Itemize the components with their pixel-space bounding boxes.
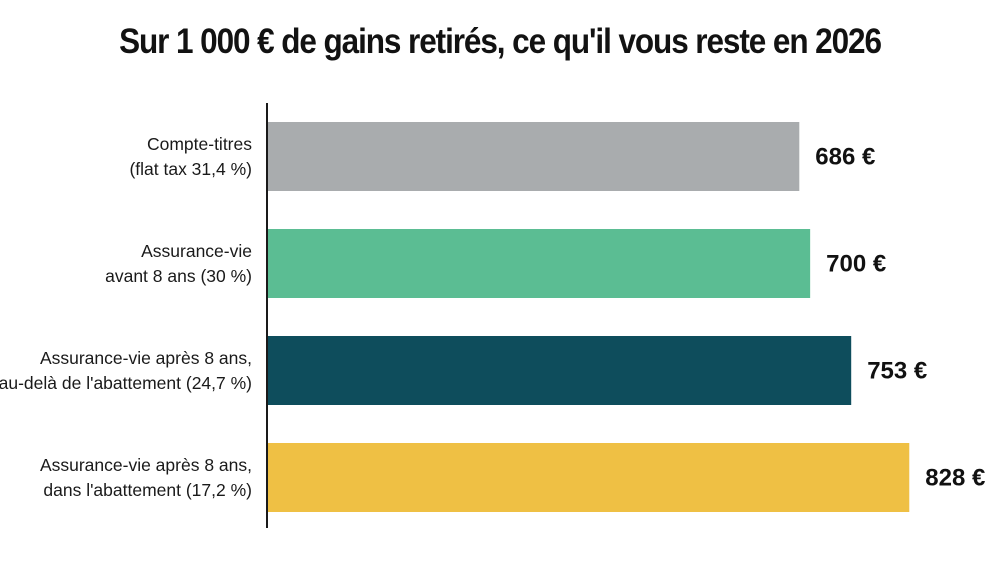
category-label-1: Assurance-vie avant 8 ans (30 %) — [105, 241, 252, 286]
bar-3 — [268, 443, 910, 512]
category-label-0-line-1: (flat tax 31,4 %) — [129, 159, 252, 179]
bar-1 — [268, 229, 811, 298]
category-label-2: Assurance-vie après 8 ans, au-delà de l'a… — [0, 348, 252, 393]
category-label-2-line-1: au-delà de l'abattement (24,7 %) — [0, 373, 252, 393]
category-label-3-line-1: dans l'abattement (17,2 %) — [43, 480, 252, 500]
bar-0 — [268, 122, 800, 191]
category-label-3-line-0: Assurance-vie après 8 ans, — [40, 455, 252, 475]
category-label-3: Assurance-vie après 8 ans, dans l'abattem… — [40, 455, 252, 500]
value-label-1: 700 € — [826, 251, 886, 278]
value-label-3: 828 € — [925, 465, 985, 492]
category-label-1-line-0: Assurance-vie — [141, 241, 252, 261]
bar-2 — [268, 336, 852, 405]
category-label-2-line-0: Assurance-vie après 8 ans, — [40, 348, 252, 368]
category-label-1-line-1: avant 8 ans (30 %) — [105, 266, 252, 286]
chart-title: Sur 1 000 € de gains retirés, ce qu'il v… — [119, 22, 882, 61]
value-label-2: 753 € — [867, 358, 927, 385]
category-label-0-line-0: Compte-titres — [147, 134, 252, 154]
category-label-0: Compte-titres (flat tax 31,4 %) — [129, 134, 252, 179]
value-label-0: 686 € — [815, 144, 875, 171]
